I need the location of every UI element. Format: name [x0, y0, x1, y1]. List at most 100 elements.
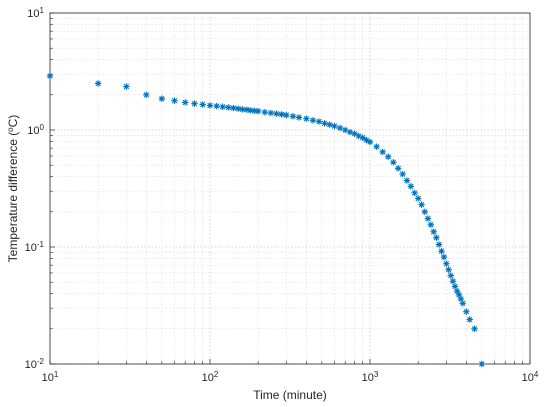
x-tick-exponent: 3 — [374, 370, 379, 379]
data-point — [261, 108, 268, 116]
data-point — [123, 83, 130, 90]
data-point — [158, 95, 166, 102]
y-tick-label: 101 — [27, 6, 44, 21]
data-point — [403, 177, 411, 184]
x-tick-label: 104 — [522, 370, 539, 385]
x-axis-label: Time (minute) — [253, 388, 327, 402]
data-point — [427, 221, 435, 228]
data-point — [399, 170, 406, 178]
data-point — [206, 102, 214, 109]
data-point — [373, 143, 380, 150]
data-point — [421, 208, 428, 215]
data-point — [303, 115, 310, 122]
y-tick-exponent: 1 — [40, 6, 45, 15]
y-tick-label: 100 — [27, 123, 44, 138]
data-point — [243, 106, 251, 113]
data-point — [418, 201, 425, 208]
y-tick-exponent: 0 — [40, 123, 45, 132]
data-point — [234, 105, 242, 112]
plot-frame — [49, 12, 531, 365]
y-tick-label: 10-2 — [25, 357, 45, 372]
data-point — [438, 248, 445, 255]
data-point — [230, 104, 237, 112]
data-point — [219, 103, 226, 110]
data-point — [385, 153, 392, 161]
data-point — [478, 360, 486, 368]
data-point — [435, 241, 443, 248]
y-tick-base: 10 — [25, 359, 37, 371]
data-point — [424, 215, 432, 222]
x-tick-label: 103 — [362, 370, 379, 385]
y-axis-label-before: Temperature difference ( — [6, 132, 20, 263]
data-point — [254, 107, 262, 115]
data-point — [463, 308, 470, 315]
data-point — [213, 102, 220, 110]
data-point — [411, 189, 418, 197]
x-tick-exponent: 1 — [54, 370, 59, 379]
x-tick-base: 10 — [202, 372, 214, 384]
y-axis-label-sup: o — [6, 127, 15, 132]
data-point — [267, 109, 275, 117]
data-point — [199, 101, 206, 108]
data-point — [407, 183, 415, 190]
data-point — [466, 316, 473, 323]
x-tick-exponent: 2 — [214, 370, 219, 379]
y-tick-base: 10 — [27, 8, 39, 20]
data-point — [336, 124, 344, 132]
data-point — [394, 165, 402, 172]
x-tick-base: 10 — [362, 372, 374, 384]
minor-grid — [50, 13, 530, 364]
data-point — [457, 295, 465, 303]
data-point — [443, 260, 450, 267]
data-point — [430, 228, 437, 235]
data-point — [239, 106, 246, 113]
data-point — [182, 99, 189, 106]
data-point — [143, 91, 150, 98]
major-grid — [49, 12, 531, 365]
y-tick-exponent: -2 — [37, 357, 45, 366]
data-point — [342, 126, 349, 134]
data-point — [191, 100, 198, 107]
data-point — [273, 110, 280, 117]
y-tick-base: 10 — [27, 125, 39, 137]
data-point — [379, 148, 386, 156]
data-point — [326, 121, 333, 128]
x-tick-label: 102 — [202, 370, 219, 385]
data-point — [295, 114, 303, 121]
data-series — [46, 72, 486, 368]
y-tick-base: 10 — [25, 242, 37, 254]
data-point — [351, 130, 358, 137]
x-tick-label: 101 — [42, 370, 59, 385]
y-axis-label: Temperature difference (oC) — [6, 115, 21, 263]
data-point — [445, 266, 452, 273]
data-point — [46, 72, 54, 80]
x-tick-base: 10 — [522, 372, 534, 384]
data-point — [414, 195, 422, 202]
data-point — [447, 272, 455, 279]
data-point — [366, 138, 374, 146]
data-point — [225, 104, 232, 111]
data-point — [471, 325, 478, 332]
data-point — [440, 253, 448, 261]
data-point — [390, 159, 397, 166]
data-point — [283, 111, 290, 119]
axis-ticks — [49, 12, 531, 365]
data-point — [94, 80, 102, 87]
data-point — [459, 300, 466, 307]
data-point — [433, 234, 440, 241]
data-point — [449, 278, 457, 285]
y-tick-exponent: -1 — [37, 240, 45, 249]
y-tick-label: 10-1 — [25, 240, 45, 255]
data-point — [171, 97, 178, 104]
data-point — [278, 111, 285, 118]
data-point — [289, 113, 297, 120]
x-tick-exponent: 4 — [534, 370, 539, 379]
data-point — [331, 122, 338, 130]
x-tick-base: 10 — [42, 372, 54, 384]
data-point — [321, 120, 328, 127]
data-point — [315, 118, 323, 125]
data-point — [309, 117, 317, 124]
y-axis-label-after: C) — [6, 115, 20, 128]
